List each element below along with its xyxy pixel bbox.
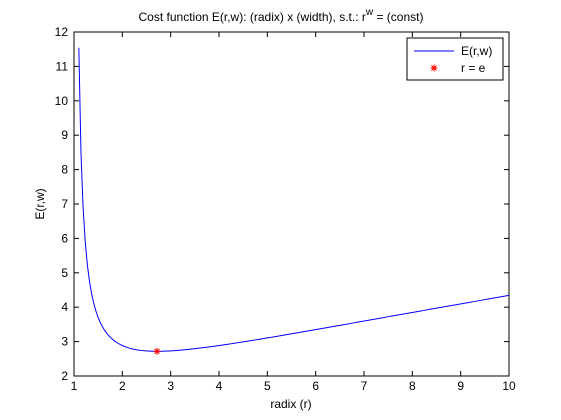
x-tick-label: 1 bbox=[71, 379, 78, 393]
y-tick-label: 12 bbox=[55, 25, 69, 39]
series-line-E bbox=[78, 47, 510, 352]
legend-star-marker bbox=[430, 64, 438, 72]
chart-title-superscript: w bbox=[365, 7, 374, 18]
x-tick-label: 9 bbox=[457, 379, 464, 393]
y-tick-label: 9 bbox=[61, 128, 68, 142]
y-tick-label: 3 bbox=[61, 335, 68, 349]
x-tick-label: 2 bbox=[119, 379, 126, 393]
legend-label-r-e: r = e bbox=[461, 61, 486, 75]
y-tick-label: 10 bbox=[55, 94, 69, 108]
y-tick-label: 8 bbox=[61, 163, 68, 177]
chart-title: Cost function E(r,w): (radix) x (width),… bbox=[139, 7, 424, 24]
x-tick-label: 3 bbox=[167, 379, 174, 393]
series-marker-r-e bbox=[153, 347, 161, 355]
legend-label-E: E(r,w) bbox=[461, 44, 492, 58]
legend-box bbox=[406, 37, 504, 81]
y-axis-ticks: 2 3 4 5 6 7 8 9 10 11 12 bbox=[55, 25, 509, 383]
x-tick-label: 10 bbox=[502, 379, 516, 393]
y-axis-label: E(r,w) bbox=[33, 188, 47, 219]
x-axis-ticks: 1 2 3 4 5 6 7 8 9 10 bbox=[71, 32, 516, 393]
x-tick-label: 8 bbox=[409, 379, 416, 393]
y-tick-label: 4 bbox=[61, 300, 68, 314]
y-tick-label: 2 bbox=[61, 369, 68, 383]
x-tick-label: 4 bbox=[216, 379, 223, 393]
y-tick-label: 5 bbox=[61, 266, 68, 280]
x-tick-label: 7 bbox=[361, 379, 368, 393]
legend-star-stroke bbox=[431, 65, 437, 71]
plot-area bbox=[73, 31, 510, 377]
y-tick-label: 11 bbox=[56, 59, 69, 73]
y-tick-label: 7 bbox=[61, 197, 68, 211]
x-tick-label: 6 bbox=[312, 379, 319, 393]
chart-title-main: Cost function E(r,w): (radix) x (width),… bbox=[139, 10, 366, 24]
legend: E(r,w) r = e bbox=[406, 37, 504, 81]
chart-title-tail: = (const) bbox=[373, 10, 423, 24]
x-tick-label: 5 bbox=[264, 379, 271, 393]
marker-point bbox=[154, 348, 160, 355]
x-axis-label: radix (r) bbox=[270, 397, 311, 411]
y-tick-label: 6 bbox=[61, 231, 68, 245]
